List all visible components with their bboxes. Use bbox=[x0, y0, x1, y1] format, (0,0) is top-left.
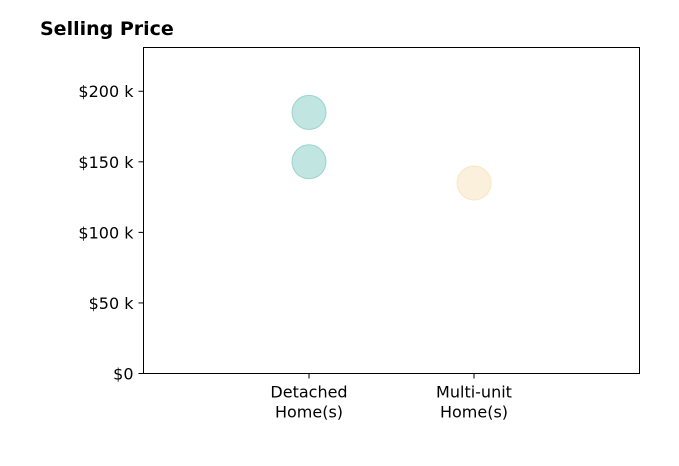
x-tick-label: Home(s) bbox=[440, 403, 508, 422]
y-tick-label: $50 k bbox=[89, 294, 135, 313]
x-tick-label: Multi-unit bbox=[436, 383, 512, 402]
y-tick-label: $0 bbox=[113, 365, 133, 384]
data-point bbox=[291, 144, 327, 180]
chart-title: Selling Price bbox=[40, 18, 174, 40]
x-tick-label: Home(s) bbox=[275, 403, 343, 422]
data-point bbox=[291, 94, 327, 130]
y-tick-label: $200 k bbox=[78, 82, 134, 101]
y-tick-label: $150 k bbox=[78, 153, 134, 172]
x-tick-label: Detached bbox=[270, 383, 347, 402]
y-axis: $0 $50 k $100 k $150 k $200 k bbox=[78, 82, 144, 384]
data-point bbox=[456, 165, 492, 201]
plot-area bbox=[143, 47, 640, 374]
data-points bbox=[291, 94, 492, 201]
y-tick-label: $100 k bbox=[78, 223, 134, 242]
